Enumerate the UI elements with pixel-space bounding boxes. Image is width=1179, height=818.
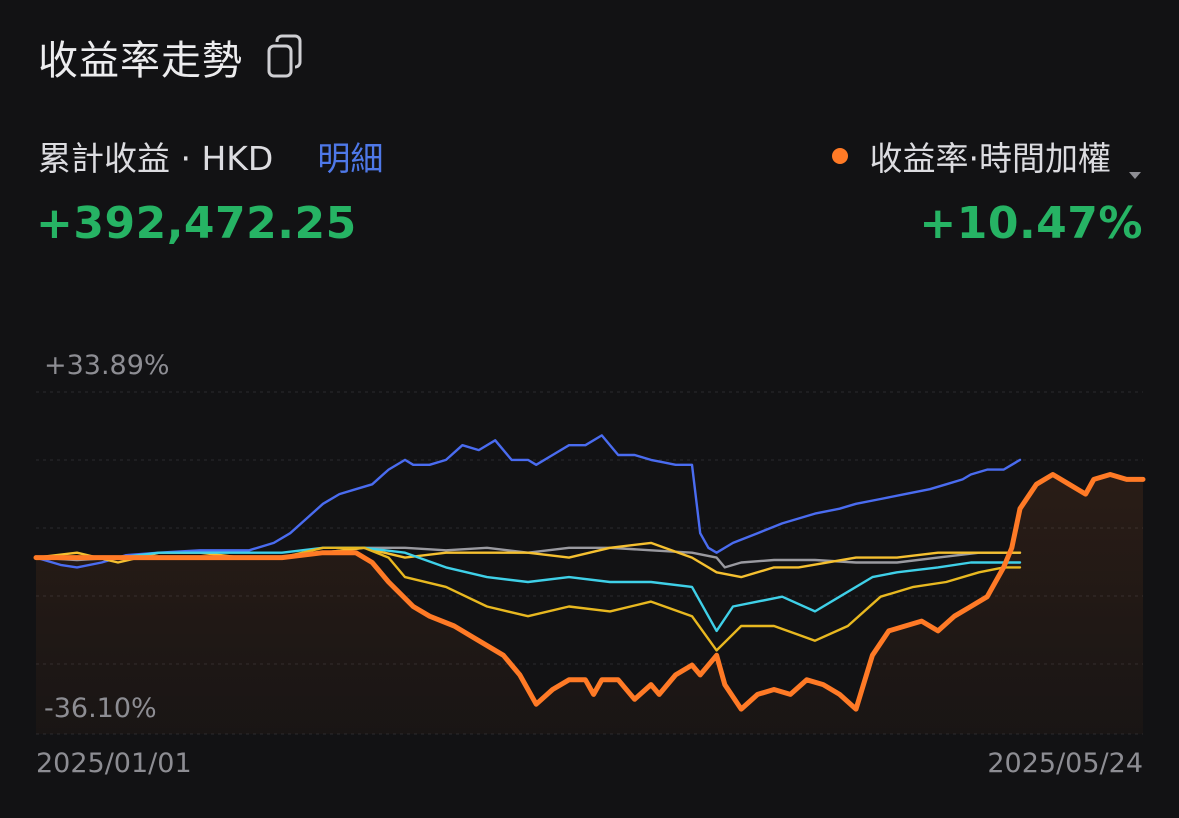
primary-series-area: [36, 474, 1143, 734]
series-dot-icon: [831, 148, 848, 164]
y-axis-max-label: +33.89%: [44, 350, 170, 381]
header: 收益率走勢: [38, 28, 305, 86]
rate-value: +10.47%: [919, 198, 1143, 249]
returns-chart[interactable]: +33.89% -36.10% 2025/01/01 2025/05/24: [0, 340, 1179, 800]
caret-down-icon: [1127, 150, 1143, 179]
y-axis-min-label: -36.10%: [44, 693, 157, 724]
x-axis-start-label: 2025/01/01: [36, 748, 192, 779]
x-axis-end-label: 2025/05/24: [987, 748, 1143, 779]
detail-link[interactable]: 明細: [317, 139, 384, 178]
cumulative-value: +392,472.25: [36, 198, 357, 249]
page-title: 收益率走勢: [38, 38, 243, 84]
series-line-1: [34, 434, 1022, 569]
values-row: +392,472.25 +10.47%: [36, 198, 1143, 249]
chart-canvas: [33, 391, 1146, 735]
series-line-6: [33, 472, 1146, 712]
rate-selector-label: 收益率·時間加權: [869, 139, 1112, 178]
copy-icon[interactable]: [265, 34, 305, 80]
summary-row: 累計收益 · HKD 明細 收益率·時間加權: [38, 132, 1143, 180]
series-line-4: [34, 546, 1022, 633]
summary-left: 累計收益 · HKD 明細: [38, 132, 383, 180]
rate-type-selector[interactable]: 收益率·時間加權: [831, 132, 1144, 180]
cumulative-label: 累計收益 · HKD: [38, 139, 274, 178]
